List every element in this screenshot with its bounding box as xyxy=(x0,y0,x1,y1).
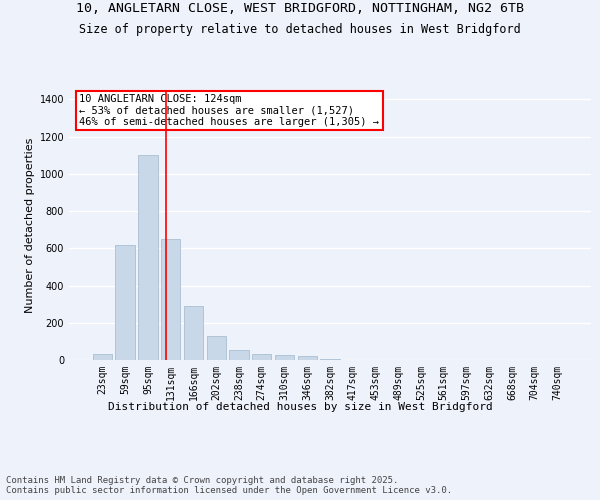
Bar xyxy=(320,359,340,360)
Y-axis label: Number of detached properties: Number of detached properties xyxy=(25,138,35,312)
Bar xyxy=(252,354,271,360)
Bar xyxy=(138,155,158,360)
Bar xyxy=(275,356,294,360)
Text: 10 ANGLETARN CLOSE: 124sqm
← 53% of detached houses are smaller (1,527)
46% of s: 10 ANGLETARN CLOSE: 124sqm ← 53% of deta… xyxy=(79,94,379,127)
Text: Distribution of detached houses by size in West Bridgford: Distribution of detached houses by size … xyxy=(107,402,493,412)
Bar xyxy=(115,244,135,360)
Bar xyxy=(298,356,317,360)
Text: 10, ANGLETARN CLOSE, WEST BRIDGFORD, NOTTINGHAM, NG2 6TB: 10, ANGLETARN CLOSE, WEST BRIDGFORD, NOT… xyxy=(76,2,524,16)
Bar xyxy=(93,354,112,360)
Bar xyxy=(229,350,248,360)
Bar xyxy=(206,336,226,360)
Bar xyxy=(184,306,203,360)
Text: Size of property relative to detached houses in West Bridgford: Size of property relative to detached ho… xyxy=(79,22,521,36)
Text: Contains HM Land Registry data © Crown copyright and database right 2025.
Contai: Contains HM Land Registry data © Crown c… xyxy=(6,476,452,495)
Bar xyxy=(161,239,181,360)
